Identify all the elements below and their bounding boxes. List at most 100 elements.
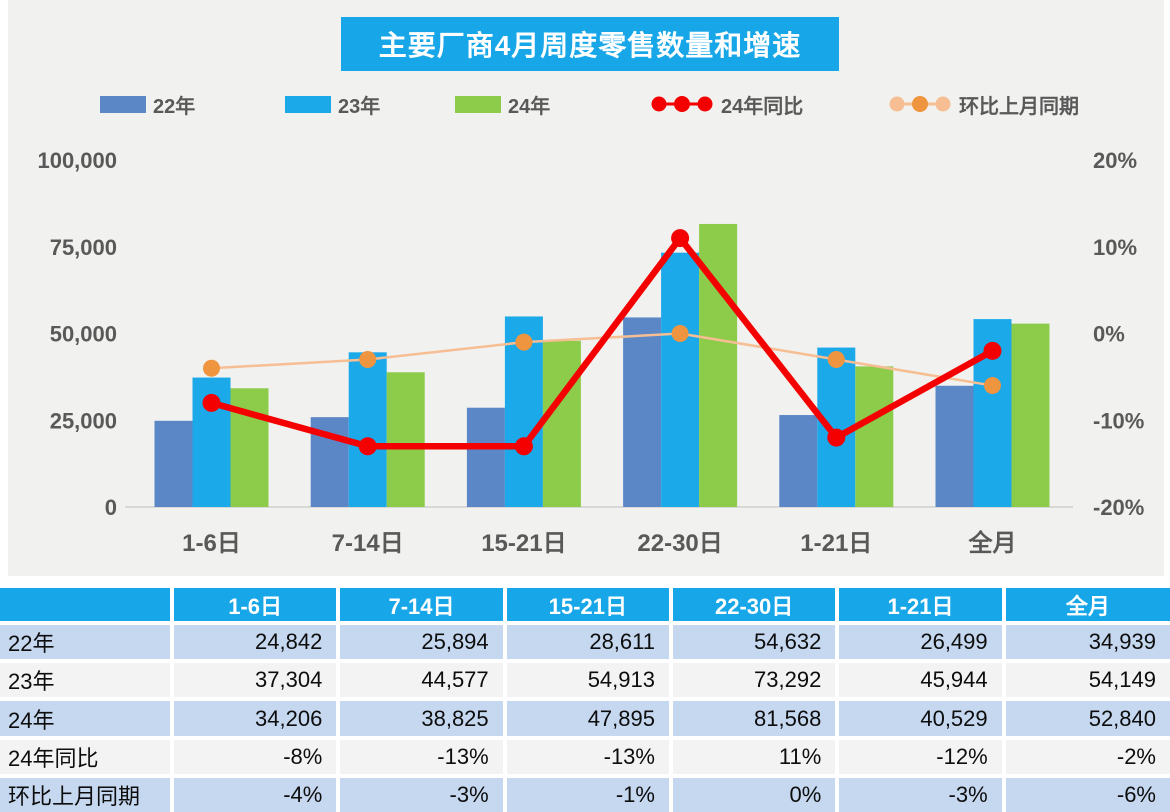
combo-chart: 100,000 75,000 50,000 25,000 0 20% 10% 0% -10% -2… <box>37 148 1144 557</box>
marker-环比上月同期-15-21日 <box>515 333 533 351</box>
bar-22年-1-6日 <box>154 420 193 507</box>
legend-label: 24年 <box>508 95 551 118</box>
row-label: 24年同比 <box>0 735 174 778</box>
bar-22年-15-21日 <box>466 407 505 507</box>
left-axis-tick: 0 <box>105 495 117 520</box>
table-cell: 34,939 <box>1001 621 1170 664</box>
category-label: 1-6日 <box>182 530 241 557</box>
legend-item-3: 24年 <box>455 88 550 120</box>
left-axis-tick: 25,000 <box>50 408 117 433</box>
table-cell: 73,292 <box>668 659 840 702</box>
table-cell: -3% <box>835 773 1006 812</box>
data-table: 1-6日 7-14日 15-21日 22-30日 1-21日 全月 22年 24,842 25,… <box>0 588 1170 812</box>
table-row: 23年 37,304 44,577 54,913 73,292 45,944 54,149 <box>0 659 1170 702</box>
table-cell: 28,611 <box>502 621 673 664</box>
table-cell: 24,842 <box>169 621 341 664</box>
left-axis-tick: 100,000 <box>37 148 117 173</box>
table-cell: 54,149 <box>1001 659 1170 702</box>
table-cell: 52,840 <box>1001 697 1170 740</box>
legend-bar-swatch <box>100 95 146 113</box>
bar-24年-全月 <box>1011 323 1050 507</box>
legend-line-swatch <box>889 96 951 112</box>
row-label: 23年 <box>0 659 174 702</box>
table-header-cell: 22-30日 <box>668 588 840 626</box>
row-label: 24年 <box>0 697 174 740</box>
marker-24年同比-22-30日 <box>671 229 690 248</box>
table-header-cell: 7-14日 <box>336 588 507 626</box>
legend-item-1: 22年 <box>100 88 195 120</box>
right-axis-tick: 0% <box>1093 322 1125 347</box>
table-cell: 54,913 <box>502 659 673 702</box>
table-cell: -1% <box>502 773 673 812</box>
right-axis-tick: 10% <box>1093 235 1137 260</box>
table-header-cell: 15-21日 <box>502 588 673 626</box>
row-label: 环比上月同期 <box>0 773 174 812</box>
table-header-row: 1-6日 7-14日 15-21日 22-30日 1-21日 全月 <box>0 588 1170 626</box>
marker-24年同比-1-21日 <box>827 428 846 447</box>
legend-label: 环比上月同期 <box>959 95 1079 118</box>
legend-label: 23年 <box>338 95 381 118</box>
bar-23年-22-30日 <box>661 252 700 507</box>
row-label: 22年 <box>0 621 174 664</box>
marker-环比上月同期-全月 <box>984 377 1001 395</box>
legend-item-2: 23年 <box>285 88 380 120</box>
chart-title: 主要厂商4月周度零售数量和增速 <box>341 17 839 71</box>
table-row: 环比上月同期 -4% -3% -1% 0% -3% -6% <box>0 773 1170 812</box>
right-axis-tick: -20% <box>1093 495 1144 520</box>
category-label: 1-21日 <box>800 530 872 557</box>
category-label: 15-21日 <box>481 530 566 557</box>
bar-24年-15-21日 <box>542 340 581 507</box>
table-cell: -2% <box>1001 735 1170 778</box>
table-cell: -12% <box>835 735 1006 778</box>
table-cell: 54,632 <box>668 621 840 664</box>
marker-环比上月同期-22-30日 <box>671 325 689 342</box>
marker-环比上月同期-1-21日 <box>827 351 845 369</box>
category-label: 22-30日 <box>637 530 722 557</box>
table-cell: -3% <box>336 773 507 812</box>
table-cell: -6% <box>1001 773 1170 812</box>
table-cell: 25,894 <box>336 621 507 664</box>
table-cell: 45,944 <box>835 659 1006 702</box>
table-cell: 26,499 <box>835 621 1006 664</box>
marker-24年同比-15-21日 <box>514 437 533 456</box>
marker-环比上月同期-1-6日 <box>203 359 220 377</box>
chart-panel: 100,000 75,000 50,000 25,000 0 20% 10% 0% -10% -2… <box>8 0 1164 576</box>
legend-bar-swatch <box>285 95 331 113</box>
category-label: 全月 <box>968 529 1017 557</box>
right-axis-tick: 20% <box>1093 148 1137 173</box>
marker-环比上月同期-7-14日 <box>359 351 377 369</box>
legend-item-5: 环比上月同期 <box>888 88 1079 120</box>
table-row: 24年同比 -8% -13% -13% 11% -12% -2% <box>0 735 1170 778</box>
marker-24年同比-全月 <box>983 341 1002 360</box>
table-header-blank <box>0 588 174 626</box>
bar-24年-7-14日 <box>386 372 425 507</box>
table-cell: 38,825 <box>336 697 507 740</box>
left-axis-tick: 75,000 <box>50 235 117 260</box>
legend-bar-swatch <box>455 95 501 113</box>
table-header-cell: 全月 <box>1001 588 1170 626</box>
legend-item-4: 24年同比 <box>650 88 803 120</box>
marker-24年同比-7-14日 <box>358 437 377 456</box>
table-header-cell: 1-21日 <box>835 588 1006 626</box>
bar-23年-7-14日 <box>348 352 387 507</box>
legend-label: 24年同比 <box>721 95 804 118</box>
line-24年同比 <box>208 234 996 450</box>
bar-22年-1-21日 <box>779 415 818 507</box>
table-row: 24年 34,206 38,825 47,895 81,568 40,529 52,840 <box>0 697 1170 740</box>
table-cell: 40,529 <box>835 697 1006 740</box>
legend-line-swatch <box>651 96 713 112</box>
chart-legend: 22年 23年 24年 24年同比 环比上月同期 <box>8 88 1164 120</box>
table-cell: -8% <box>169 735 341 778</box>
bar-24年-1-6日 <box>230 388 269 507</box>
marker-24年同比-1-6日 <box>202 393 221 412</box>
bar-22年-22-30日 <box>623 317 662 507</box>
table-cell: 47,895 <box>502 697 673 740</box>
legend-label: 22年 <box>153 95 196 118</box>
table-cell: 44,577 <box>336 659 507 702</box>
right-axis-tick: -10% <box>1093 408 1144 433</box>
table-cell: 37,304 <box>169 659 341 702</box>
category-label: 7-14日 <box>332 530 404 557</box>
table-header-cell: 1-6日 <box>169 588 341 626</box>
table-cell: -4% <box>169 773 341 812</box>
left-axis-tick: 50,000 <box>50 322 117 347</box>
